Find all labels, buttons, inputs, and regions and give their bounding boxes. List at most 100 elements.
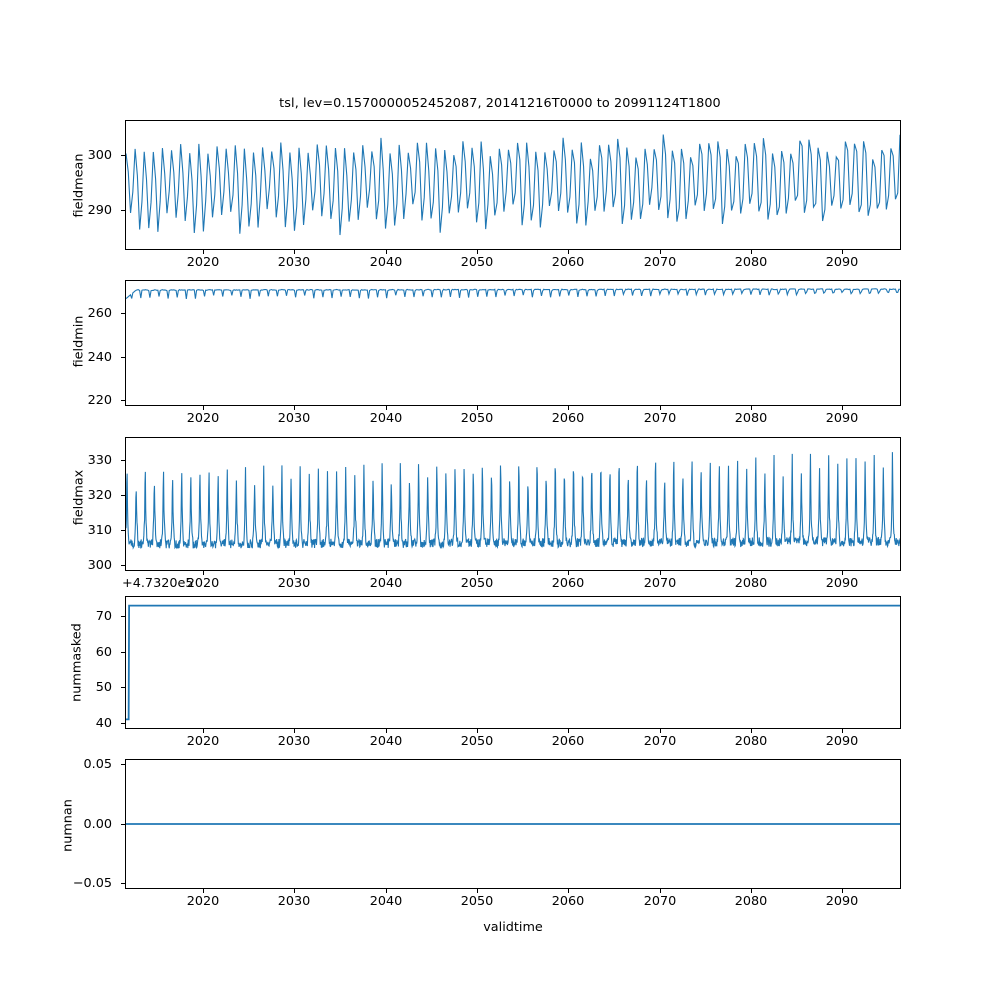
x-tick-mark <box>842 729 844 733</box>
x-tick-label-p3-5: 2070 <box>643 576 677 591</box>
x-tick-label-p1-4: 2060 <box>551 255 585 270</box>
y-tick-label-nummasked-3: 70 <box>95 609 112 624</box>
x-tick-label-p2-3: 2050 <box>460 411 494 426</box>
y-tick-mark <box>121 155 125 157</box>
y-tick-label-fieldmean-1: 300 <box>87 148 112 163</box>
y-tick-mark <box>121 313 125 315</box>
x-tick-label-p2-4: 2060 <box>551 411 585 426</box>
fieldmean-line <box>126 135 900 235</box>
y-tick-mark <box>121 687 125 689</box>
x-tick-label-p1-7: 2090 <box>825 255 859 270</box>
x-tick-mark <box>568 250 570 254</box>
x-tick-mark <box>660 889 662 893</box>
x-tick-label-p3-6: 2080 <box>734 576 768 591</box>
x-tick-mark <box>568 571 570 575</box>
x-tick-label-p1-3: 2050 <box>460 255 494 270</box>
x-tick-label-p5-7: 2090 <box>825 894 859 909</box>
x-tick-label-p4-4: 2060 <box>551 734 585 749</box>
x-tick-label-p1-6: 2080 <box>734 255 768 270</box>
x-tick-mark <box>842 571 844 575</box>
x-tick-mark <box>477 571 479 575</box>
y-tick-label-numnan-1: 0.00 <box>83 817 113 832</box>
y-tick-mark <box>121 210 125 212</box>
y-tick-mark <box>121 824 125 826</box>
x-tick-mark <box>294 889 296 893</box>
y-tick-mark <box>121 764 125 766</box>
panel-numnan <box>125 759 901 889</box>
x-tick-label-p3-3: 2050 <box>460 576 494 591</box>
y-tick-label-fieldmin-1: 240 <box>87 350 112 365</box>
fieldmax-line <box>126 452 900 548</box>
x-tick-mark <box>751 250 753 254</box>
x-tick-label-p4-3: 2050 <box>460 734 494 749</box>
x-tick-label-p4-2: 2040 <box>369 734 403 749</box>
nummasked-line <box>126 606 900 720</box>
panel-nummasked <box>125 596 901 729</box>
x-tick-label-p3-1: 2030 <box>277 576 311 591</box>
y-tick-mark <box>121 495 125 497</box>
y-tick-mark <box>121 723 125 725</box>
y-tick-label-fieldmax-3: 330 <box>87 453 112 468</box>
panel-fieldmin <box>125 280 901 406</box>
x-tick-label-p4-1: 2030 <box>277 734 311 749</box>
x-tick-label-p5-2: 2040 <box>369 894 403 909</box>
x-tick-label-p4-5: 2070 <box>643 734 677 749</box>
x-tick-mark <box>386 406 388 410</box>
x-tick-label-p2-1: 2030 <box>277 411 311 426</box>
y-tick-label-numnan-0: −0.05 <box>72 876 112 891</box>
fieldmin-line <box>126 289 900 299</box>
x-tick-mark <box>660 729 662 733</box>
x-tick-label-p3-7: 2090 <box>825 576 859 591</box>
x-tick-label-p2-5: 2070 <box>643 411 677 426</box>
x-tick-label-p4-7: 2090 <box>825 734 859 749</box>
x-tick-label-p5-6: 2080 <box>734 894 768 909</box>
x-tick-mark <box>751 571 753 575</box>
x-tick-mark <box>751 889 753 893</box>
x-tick-mark <box>568 406 570 410</box>
fieldmin-plot-area <box>126 281 900 405</box>
y-tick-label-nummasked-1: 50 <box>95 680 112 695</box>
y-tick-label-fieldmax-1: 310 <box>87 523 112 538</box>
x-tick-mark <box>386 250 388 254</box>
y-tick-mark <box>121 400 125 402</box>
y-tick-mark <box>121 530 125 532</box>
y-tick-label-fieldmin-0: 220 <box>87 393 112 408</box>
y-tick-label-fieldmax-0: 300 <box>87 558 112 573</box>
y-tick-mark <box>121 883 125 885</box>
x-tick-mark <box>660 250 662 254</box>
y-tick-label-numnan-2: 0.05 <box>83 757 113 772</box>
y-tick-mark <box>121 652 125 654</box>
y-tick-label-fieldmin-2: 260 <box>87 306 112 321</box>
y-tick-mark <box>121 616 125 618</box>
y-tick-label-fieldmean-0: 290 <box>87 203 112 218</box>
x-tick-mark <box>751 406 753 410</box>
x-tick-label-p2-7: 2090 <box>825 411 859 426</box>
y-axis-label-fieldmean: fieldmean <box>71 153 87 218</box>
x-tick-mark <box>751 729 753 733</box>
x-tick-mark <box>294 250 296 254</box>
y-tick-label-fieldmax-2: 320 <box>87 488 112 503</box>
x-tick-mark <box>477 729 479 733</box>
x-tick-mark <box>386 729 388 733</box>
fieldmax-plot-area <box>126 438 900 570</box>
y-tick-mark <box>121 357 125 359</box>
x-tick-mark <box>568 889 570 893</box>
x-tick-mark <box>386 571 388 575</box>
x-tick-mark <box>294 571 296 575</box>
x-tick-label-p1-2: 2040 <box>369 255 403 270</box>
x-tick-label-p1-0: 2020 <box>186 255 220 270</box>
x-tick-label-p3-4: 2060 <box>551 576 585 591</box>
x-tick-label-p4-0: 2020 <box>186 734 220 749</box>
x-tick-mark <box>842 406 844 410</box>
x-tick-mark <box>660 571 662 575</box>
figure-title: tsl, lev=0.1570000052452087, 20141216T00… <box>279 96 721 111</box>
x-tick-mark <box>203 571 205 575</box>
x-tick-mark <box>842 250 844 254</box>
x-tick-mark <box>294 406 296 410</box>
x-tick-mark <box>203 406 205 410</box>
x-tick-mark <box>842 889 844 893</box>
x-tick-label-p2-2: 2040 <box>369 411 403 426</box>
y-tick-label-nummasked-2: 60 <box>95 645 112 660</box>
y-tick-mark <box>121 460 125 462</box>
